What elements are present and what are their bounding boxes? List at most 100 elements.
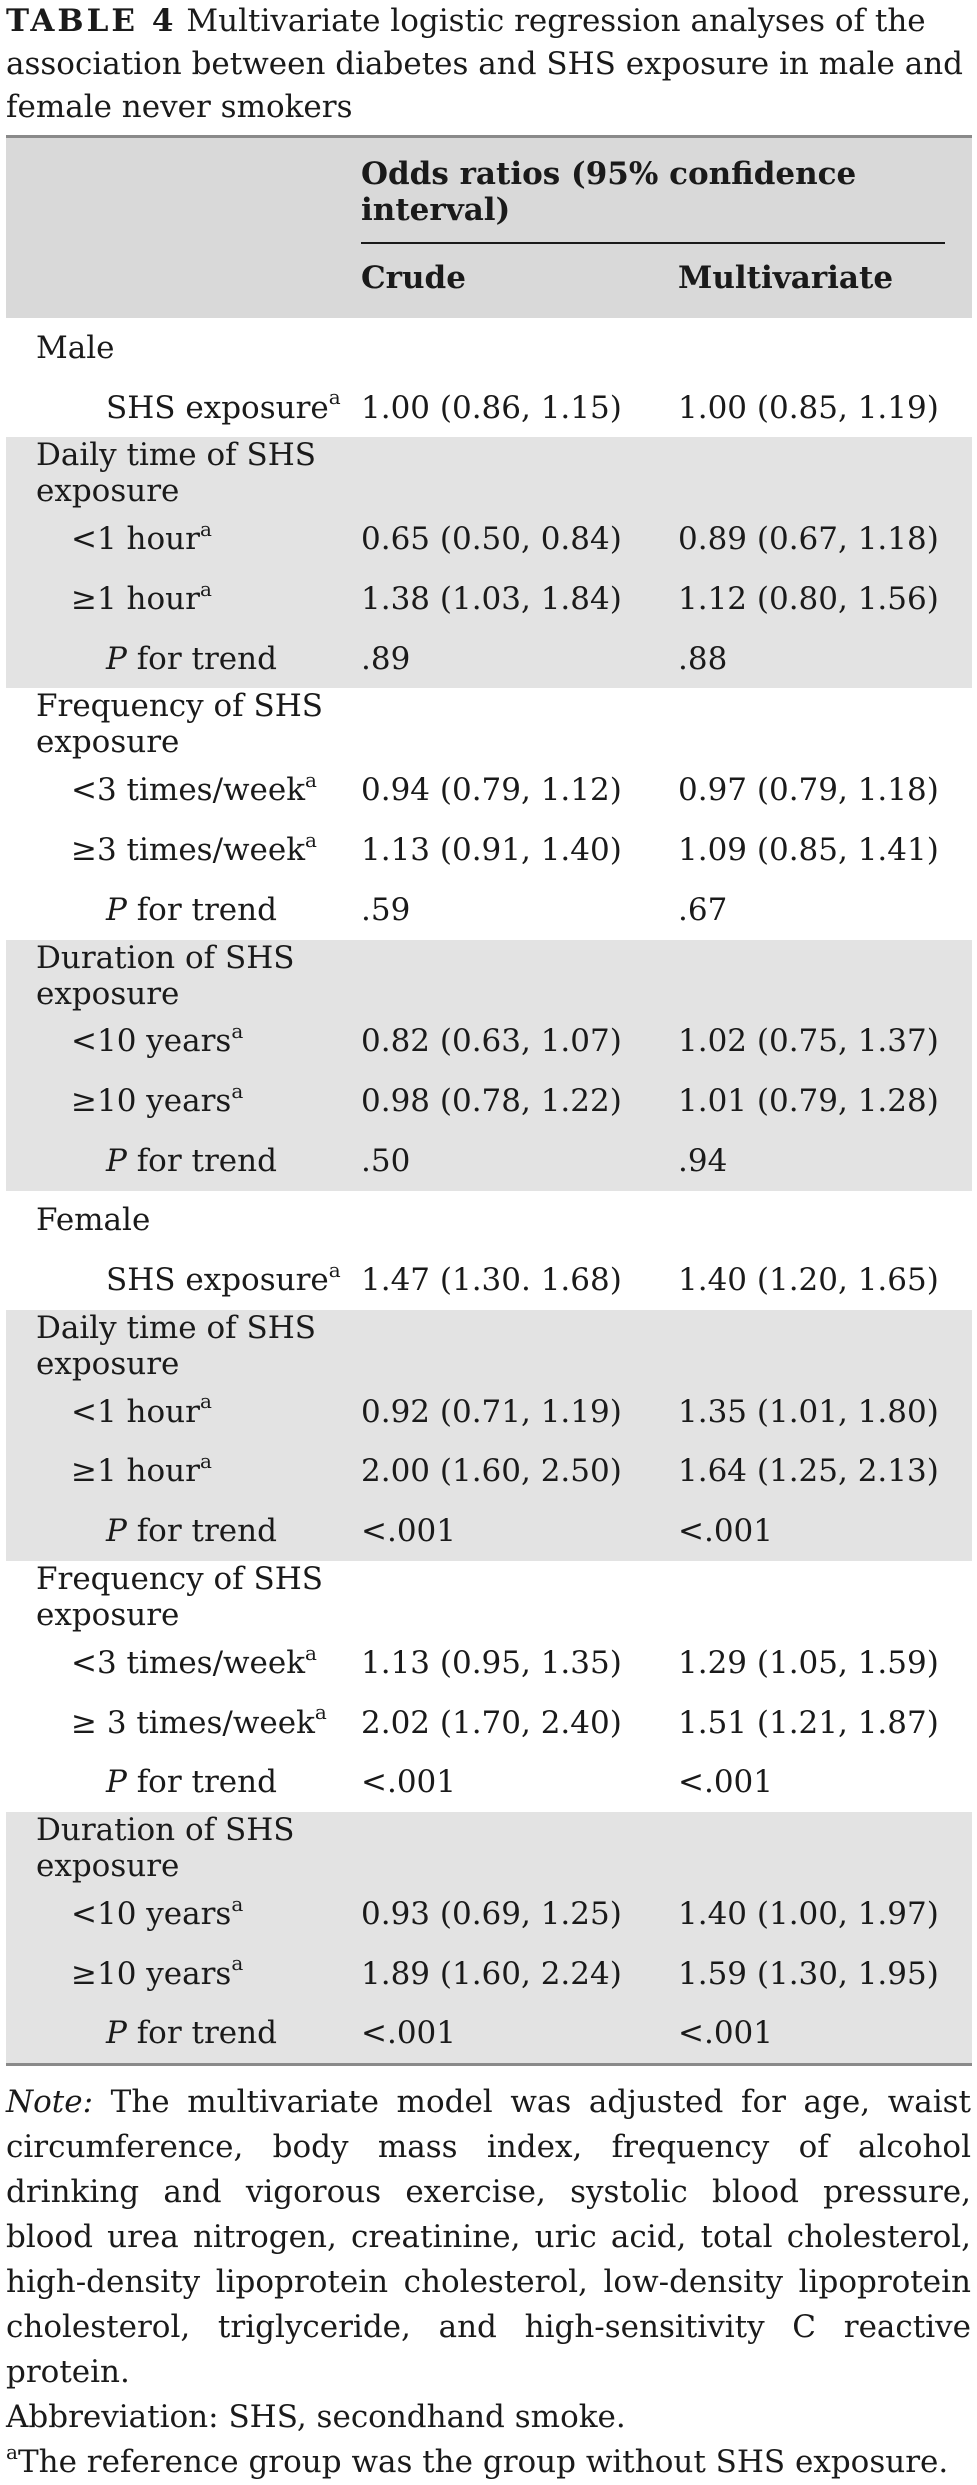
row-label-text: <1 hour [71,521,200,558]
table-row: Daily time of SHS exposure [6,437,973,510]
crude-value [355,437,672,510]
crude-value: 2.00 (1.60, 2.50) [355,1441,672,1502]
crude-value: 1.13 (0.95, 1.35) [361,1644,622,1681]
table-row: P for trend <.001 <.001 [6,1752,972,1812]
table-row: P for trend <.001 <.001 [6,1501,973,1561]
multivariate-value: 1.29 (1.05, 1.59) [678,1644,939,1681]
row-label-footnote-mark: a [231,1951,244,1976]
row-label-text: <3 times/week [71,1644,306,1681]
table-caption-text: Multivariate logistic regression analyse… [6,3,964,125]
row-label-footnote-mark: a [305,1640,317,1665]
row-label: <3 times/weeka [6,760,355,820]
crude-value [355,1191,672,1251]
multivariate-value: 1.12 (0.80, 1.56) [672,569,973,629]
crude-value: 0.65 (0.50, 0.84) [355,509,672,570]
crude-value [355,939,672,1012]
multivariate-value: 1.01 (0.79, 1.28) [672,1071,973,1131]
row-label-text: ≥ 3 times/week [71,1704,315,1741]
row-label-text: Male [36,329,115,366]
row-label-text: Duration of SHS exposure [36,1812,295,1885]
table-notes: Note: The multivariate model was adjuste… [6,2080,971,2485]
table-row: ≥1 houra 1.38 (1.03, 1.84) 1.12 (0.80, 1.5… [6,569,973,629]
multivariate-value: <.001 [672,1501,973,1561]
abbreviation-note: Abbreviation: SHS, secondhand smoke. [6,2399,626,2436]
multivariate-value [672,1561,972,1633]
row-label: P for trend [6,2003,355,2067]
multivariate-value [672,1812,973,1885]
header-crude: Crude [355,245,672,318]
results-table: Odds ratios (95% confidence interval) Cr… [6,135,973,2067]
row-label: ≥10 yearsa [6,1943,355,2004]
row-label-footnote-mark: a [231,1891,244,1916]
row-label-footnote-mark: a [199,1389,212,1414]
row-label-footnote-mark: a [199,576,212,601]
table-page: TABLE 4 Multivariate logistic regression … [6,3,973,2480]
row-label-text: for trend [126,1142,277,1179]
crude-value [355,1309,672,1382]
table-row: Frequency of SHS exposure [6,688,972,760]
table-row: ≥1 houra 2.00 (1.60, 2.50) 1.64 (1.25, 2.1… [6,1441,973,1502]
header-row-columns: Crude Multivariate [6,245,973,318]
row-label-text: ≥3 times/week [71,831,306,868]
header-odds-ratios-label: Odds ratios (95% confidence interval) [361,156,857,228]
crude-value: .59 [361,891,411,928]
table-row: Frequency of SHS exposure [6,1561,972,1633]
row-label-text: Female [36,1202,151,1239]
row-label: P for trend [6,1130,355,1191]
row-label-footnote-mark: a [328,385,341,410]
crude-value: <.001 [361,1764,456,1801]
table-row: SHS exposurea 1.00 (0.86, 1.15) 1.00 (0.85… [6,378,972,438]
row-label: <3 times/weeka [6,1633,355,1693]
table-row: ≥ 3 times/weeka 2.02 (1.70, 2.40) 1.51 (1.… [6,1693,972,1753]
row-label: SHS exposurea [6,1250,355,1310]
header-odds-ratios: Odds ratios (95% confidence interval) [355,136,973,245]
multivariate-value: <.001 [672,2003,973,2067]
table-row: P for trend .89.88 [6,628,973,689]
multivariate-value [672,318,972,378]
row-label: <1 houra [6,1381,355,1442]
crude-value [355,318,672,378]
crude-value: .89 [355,628,672,689]
row-label: <10 yearsa [6,1884,355,1944]
multivariate-value: 1.00 (0.85, 1.19) [678,389,939,426]
row-label-italic: P [106,2015,127,2052]
multivariate-value: 1.64 (1.25, 2.13) [672,1441,973,1502]
row-label-text: Duration of SHS exposure [36,939,295,1012]
multivariate-value: 0.97 (0.79, 1.18) [678,772,939,809]
multivariate-value: .94 [672,1130,973,1191]
row-label-text: ≥10 years [71,1083,232,1120]
row-label-footnote-mark: a [328,1257,341,1282]
multivariate-value: 1.02 (0.75, 1.37) [672,1011,973,1072]
crude-value: 1.89 (1.60, 2.24) [355,1943,672,2004]
row-label: ≥10 yearsa [6,1071,355,1131]
crude-value: 1.00 (0.86, 1.15) [361,389,622,426]
row-label-text: Frequency of SHS exposure [36,1561,324,1633]
table-row: Duration of SHS exposure [6,939,973,1012]
crude-value: 0.98 (0.78, 1.22) [355,1071,672,1131]
row-label-text: <3 times/week [71,772,306,809]
footnote-text: The reference group was the group withou… [17,2444,949,2481]
crude-value: 0.92 (0.71, 1.19) [355,1381,672,1442]
row-label-text: for trend [126,1513,277,1550]
row-label-italic: P [106,1142,127,1179]
row-label: P for trend [6,1752,355,1812]
table-row: Duration of SHS exposure [6,1812,973,1885]
row-label-text: Frequency of SHS exposure [36,688,324,761]
crude-value [355,1812,672,1885]
row-label: Frequency of SHS exposure [6,688,355,760]
table-row: ≥3 times/weeka 1.13 (0.91, 1.40) 1.09 (0.8… [6,820,972,880]
table-row: Female [6,1191,972,1251]
crude-value: <.001 [355,1501,672,1561]
header-multivariate: Multivariate [672,245,973,318]
table-row: Daily time of SHS exposure [6,1309,973,1382]
row-label: P for trend [6,880,355,940]
row-label-text: SHS exposure [106,389,329,426]
row-label-text: for trend [126,1764,277,1801]
header-rule [361,242,946,244]
table-row: ≥10 yearsa 0.98 (0.78, 1.22) 1.01 (0.79, 1… [6,1071,973,1131]
table-row: SHS exposurea 1.47 (1.30. 1.68) 1.40 (1.20… [6,1250,972,1310]
table-row: P for trend .50.94 [6,1130,973,1191]
header-row-group: Odds ratios (95% confidence interval) [6,136,973,245]
row-label-footnote-mark: a [305,767,317,792]
crude-value: .50 [355,1130,672,1191]
